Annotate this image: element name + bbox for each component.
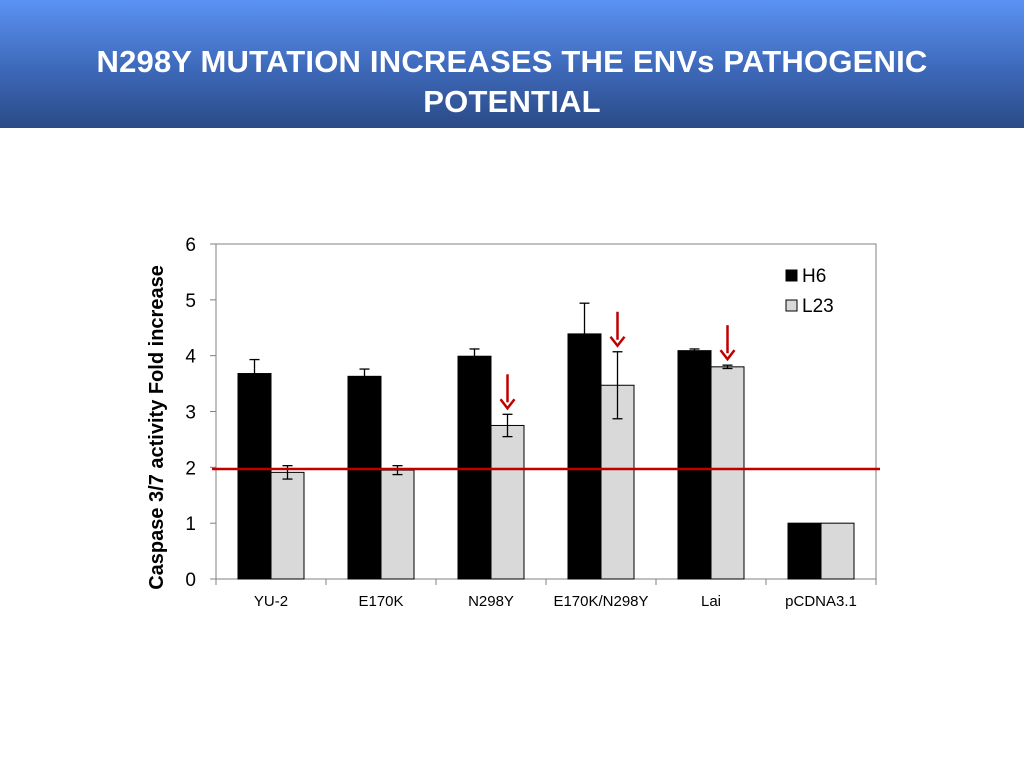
bar-l23 bbox=[270, 471, 305, 580]
y-tick-label: 3 bbox=[185, 403, 196, 424]
plot-frame bbox=[215, 243, 877, 580]
legend-swatch-h6 bbox=[785, 269, 798, 282]
slide-title-line-1: N298Y MUTATION INCREASES THE ENVs PATHOG… bbox=[96, 44, 928, 79]
slide-title: N298Y MUTATION INCREASES THE ENVs PATHOG… bbox=[40, 42, 984, 122]
y-tick-label: 2 bbox=[185, 458, 196, 479]
legend-label-h6: H6 bbox=[802, 266, 826, 287]
bar-h6 bbox=[787, 522, 822, 580]
bar-h6 bbox=[347, 375, 382, 580]
legend-swatch-l23 bbox=[785, 299, 798, 312]
x-tick-label: E170K/N298Y bbox=[553, 593, 648, 610]
y-tick-label: 0 bbox=[185, 570, 196, 591]
red-arrow-head bbox=[499, 398, 516, 411]
bar-h6 bbox=[677, 350, 712, 580]
bar-l23 bbox=[490, 424, 525, 580]
bar-h6 bbox=[457, 355, 492, 580]
bar-h6 bbox=[567, 333, 602, 580]
bar-l23 bbox=[380, 469, 415, 580]
bar-l23 bbox=[710, 366, 745, 580]
y-tick-label: 4 bbox=[185, 347, 196, 368]
y-axis-label: Caspase 3/7 activity Fold increase bbox=[146, 265, 168, 590]
y-tick-label: 6 bbox=[185, 235, 196, 256]
title-banner: N298Y MUTATION INCREASES THE ENVs PATHOG… bbox=[0, 0, 1024, 128]
legend-label-l23: L23 bbox=[802, 296, 834, 317]
y-tick-label: 1 bbox=[185, 514, 196, 535]
x-tick-label: pCDNA3.1 bbox=[785, 593, 857, 610]
bar-h6 bbox=[237, 373, 272, 580]
red-arrow-head bbox=[609, 335, 626, 348]
x-tick-label: E170K bbox=[358, 593, 403, 610]
y-tick-label: 5 bbox=[185, 291, 196, 312]
red-arrow-head bbox=[719, 349, 736, 362]
slide-title-line-2: POTENTIAL bbox=[423, 84, 601, 119]
x-tick-label: Lai bbox=[701, 593, 721, 610]
x-tick-label: N298Y bbox=[468, 593, 514, 610]
x-tick-label: YU-2 bbox=[254, 593, 288, 610]
bar-l23 bbox=[820, 522, 855, 580]
